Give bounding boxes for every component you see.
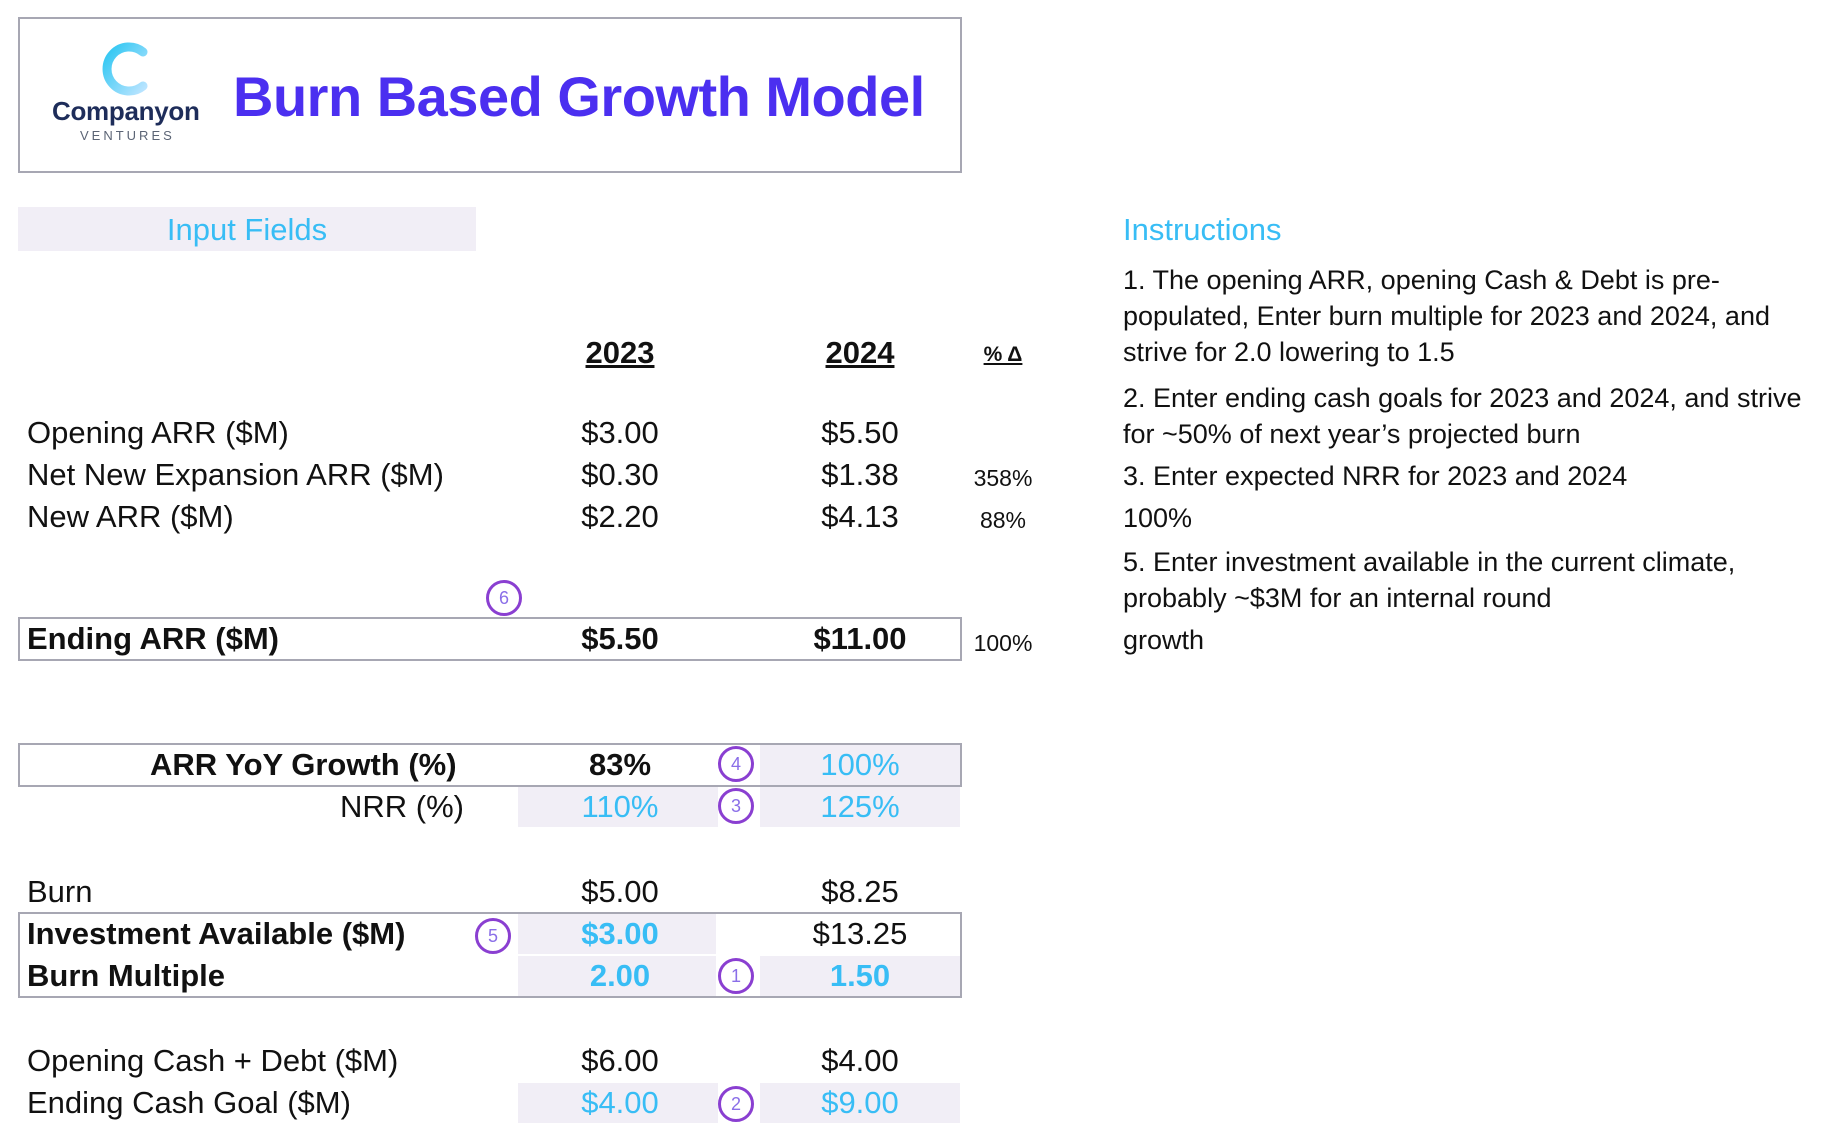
opening-cash-2024: $4.00 (821, 1043, 899, 1078)
instruction-2: 2. Enter ending cash goals for 2023 and … (1123, 383, 1802, 449)
net-new-expansion-2023: $0.30 (581, 457, 659, 492)
new-arr-2023: $2.20 (581, 499, 659, 534)
step-marker-6: 6 (486, 580, 522, 616)
nrr-2023-cell (518, 787, 718, 827)
opening-arr-2024: $5.50 (821, 415, 899, 450)
logo-subtitle: VENTURES (80, 128, 175, 143)
page-title: Burn Based Growth Model (233, 65, 925, 128)
step-marker-4: 4 (718, 746, 754, 782)
column-header-2024: 2024 (825, 335, 895, 370)
ending-arr-2023: $5.50 (581, 621, 659, 656)
ending-cash-2023-cell (518, 1083, 718, 1123)
net-new-expansion-pct: 358% (973, 465, 1033, 491)
step-marker-1: 1 (718, 958, 754, 994)
nrr-2024-input[interactable]: 125% (820, 789, 900, 824)
companyon-logo-icon (102, 42, 148, 96)
step-marker-3: 3 (718, 788, 754, 824)
instruction-6: growth (1123, 625, 1205, 655)
header-box (18, 17, 962, 173)
opening-cash-label: Opening Cash + Debt ($M) (27, 1043, 399, 1078)
instructions-title: Instructions (1123, 212, 1282, 247)
net-new-expansion-label: Net New Expansion ARR ($M) (27, 457, 444, 492)
ending-cash-goal-2023-input[interactable]: $4.00 (581, 1085, 659, 1120)
burn-multiple-2023-cell (518, 956, 716, 996)
investment-2024: $13.25 (812, 916, 908, 951)
new-arr-label: New ARR ($M) (27, 499, 234, 534)
burn-multiple-2023-input[interactable]: 2.00 (589, 958, 651, 993)
burn-multiple-2024-input[interactable]: 1.50 (829, 958, 891, 993)
arr-yoy-label: ARR YoY Growth (%) (150, 747, 457, 782)
arr-yoy-2023: 83% (588, 747, 652, 782)
opening-cash-2023: $6.00 (581, 1043, 659, 1078)
logo-wordmark: Companyon (52, 96, 200, 126)
new-arr-2024: $4.13 (821, 499, 899, 534)
nrr-2023-input[interactable]: 110% (581, 789, 659, 824)
investment-label: Investment Available ($M) (27, 916, 406, 951)
step-marker-5: 5 (475, 918, 511, 954)
arr-yoy-2024[interactable]: 100% (820, 747, 900, 782)
arr-yoy-row-box (18, 743, 962, 787)
arr-yoy-2024-cell (760, 745, 960, 785)
ending-cash-goal-2024-input[interactable]: $9.00 (821, 1085, 899, 1120)
burn-multiple-2024-cell (760, 956, 960, 996)
ending-arr-label: Ending ARR ($M) (27, 621, 279, 656)
ending-arr-row-box (18, 617, 962, 661)
burn-multiple-label: Burn Multiple (27, 958, 226, 993)
column-header-pct-change: % Δ (983, 343, 1023, 366)
ending-cash-2024-cell (760, 1083, 960, 1123)
opening-arr-2023: $3.00 (581, 415, 659, 450)
instruction-3: 3. Enter expected NRR for 2023 and 2024 (1123, 461, 1628, 491)
investment-burn-multiple-box (18, 912, 962, 998)
ending-cash-goal-label: Ending Cash Goal ($M) (27, 1085, 351, 1120)
investment-2023-input[interactable]: $3.00 (581, 916, 659, 951)
input-fields-label: Input Fields (166, 212, 328, 247)
nrr-label: NRR (%) (340, 789, 464, 824)
investment-2023-cell (518, 914, 716, 954)
new-arr-pct: 88% (979, 507, 1027, 533)
burn-2023: $5.00 (581, 874, 659, 909)
input-fields-bar (18, 207, 476, 251)
step-marker-2: 2 (718, 1086, 754, 1122)
column-header-2023: 2023 (585, 335, 655, 370)
instruction-5: 5. Enter investment available in the cur… (1123, 547, 1736, 613)
instruction-4: 100% (1123, 503, 1193, 533)
ending-arr-2024: $11.00 (813, 621, 907, 656)
nrr-2024-cell (760, 787, 960, 827)
instruction-1: 1. The opening ARR, opening Cash & Debt … (1123, 265, 1770, 367)
burn-label: Burn (27, 874, 93, 909)
opening-arr-label: Opening ARR ($M) (27, 415, 289, 450)
net-new-expansion-2024: $1.38 (821, 457, 899, 492)
ending-arr-pct: 100% (973, 630, 1033, 656)
burn-2024: $8.25 (821, 874, 899, 909)
